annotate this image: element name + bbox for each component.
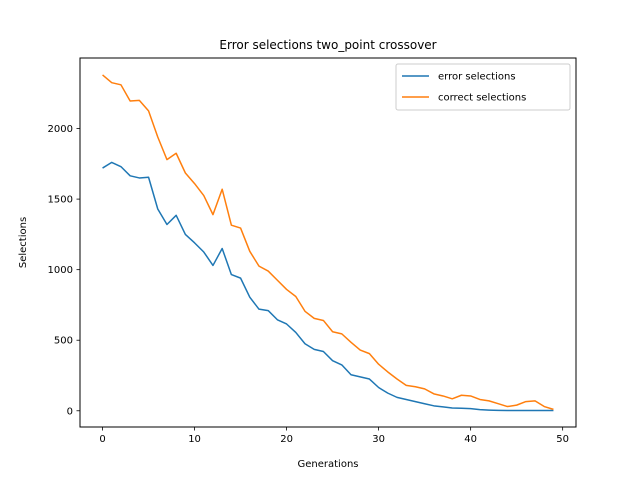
legend: error selections correct selections [395,63,571,111]
x-tick-label: 50 [556,434,569,445]
x-tick-label: 20 [280,434,293,445]
y-tick-label: 2000 [48,124,73,135]
y-tick-label: 1000 [48,265,73,276]
x-tick-label: 30 [372,434,385,445]
y-tick-label: 500 [54,336,73,347]
series-line-0 [102,161,554,412]
y-tick-label: 0 [67,406,73,417]
x-axis-ticks: 0 10 20 30 40 50 [99,427,569,445]
y-axis-ticks: 0 500 1000 1500 2000 [48,124,80,417]
y-axis-label: Selections [18,217,29,268]
legend-label-1: correct selections [438,93,526,104]
x-tick-label: 0 [99,434,105,445]
y-tick-label: 1500 [48,195,73,206]
plot-frame [79,57,577,428]
plot-lines [102,74,554,412]
x-axis-label: Generations [298,459,359,470]
legend-box [395,63,571,111]
chart-title: Error selections two_point crossover [219,38,436,52]
series-line-1 [102,74,554,411]
x-tick-label: 10 [188,434,201,445]
x-tick-label: 40 [464,434,477,445]
legend-label-0: error selections [438,72,516,83]
